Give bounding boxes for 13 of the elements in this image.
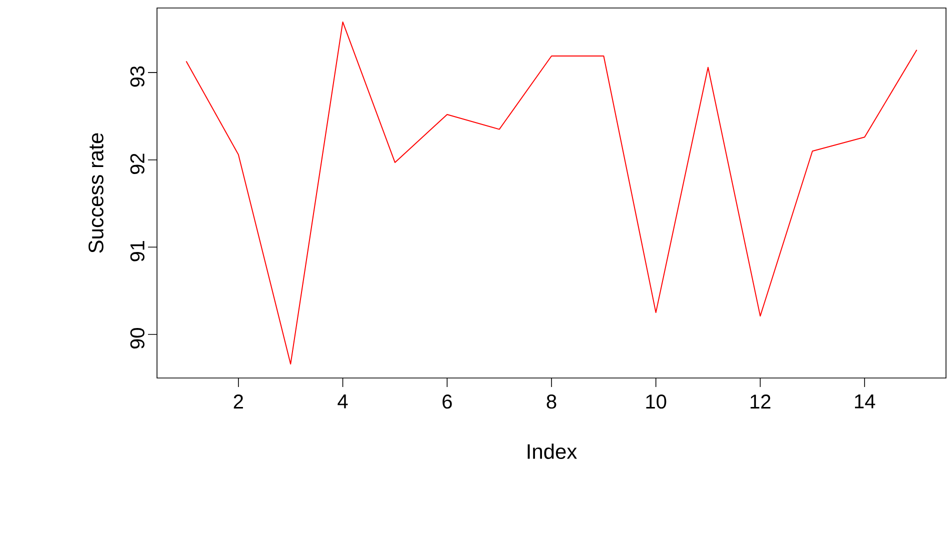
y-axis-title: Success rate: [88, 133, 104, 253]
x-tick-label: 6: [442, 394, 452, 409]
y-tick-label: 90: [130, 328, 144, 349]
y-tick-label: 91: [130, 240, 144, 262]
y-tick-label: 92: [130, 154, 144, 174]
x-tick-label: 12: [750, 394, 770, 408]
x-axis-title: Index: [528, 444, 577, 459]
x-tick-label: 4: [338, 394, 348, 408]
x-tick-label: 8: [546, 394, 556, 409]
x-tick-label: 14: [855, 394, 876, 408]
y-tick-label: 93: [130, 66, 144, 87]
x-tick-label: 10: [646, 394, 666, 409]
x-tick-label: 2: [234, 394, 243, 408]
